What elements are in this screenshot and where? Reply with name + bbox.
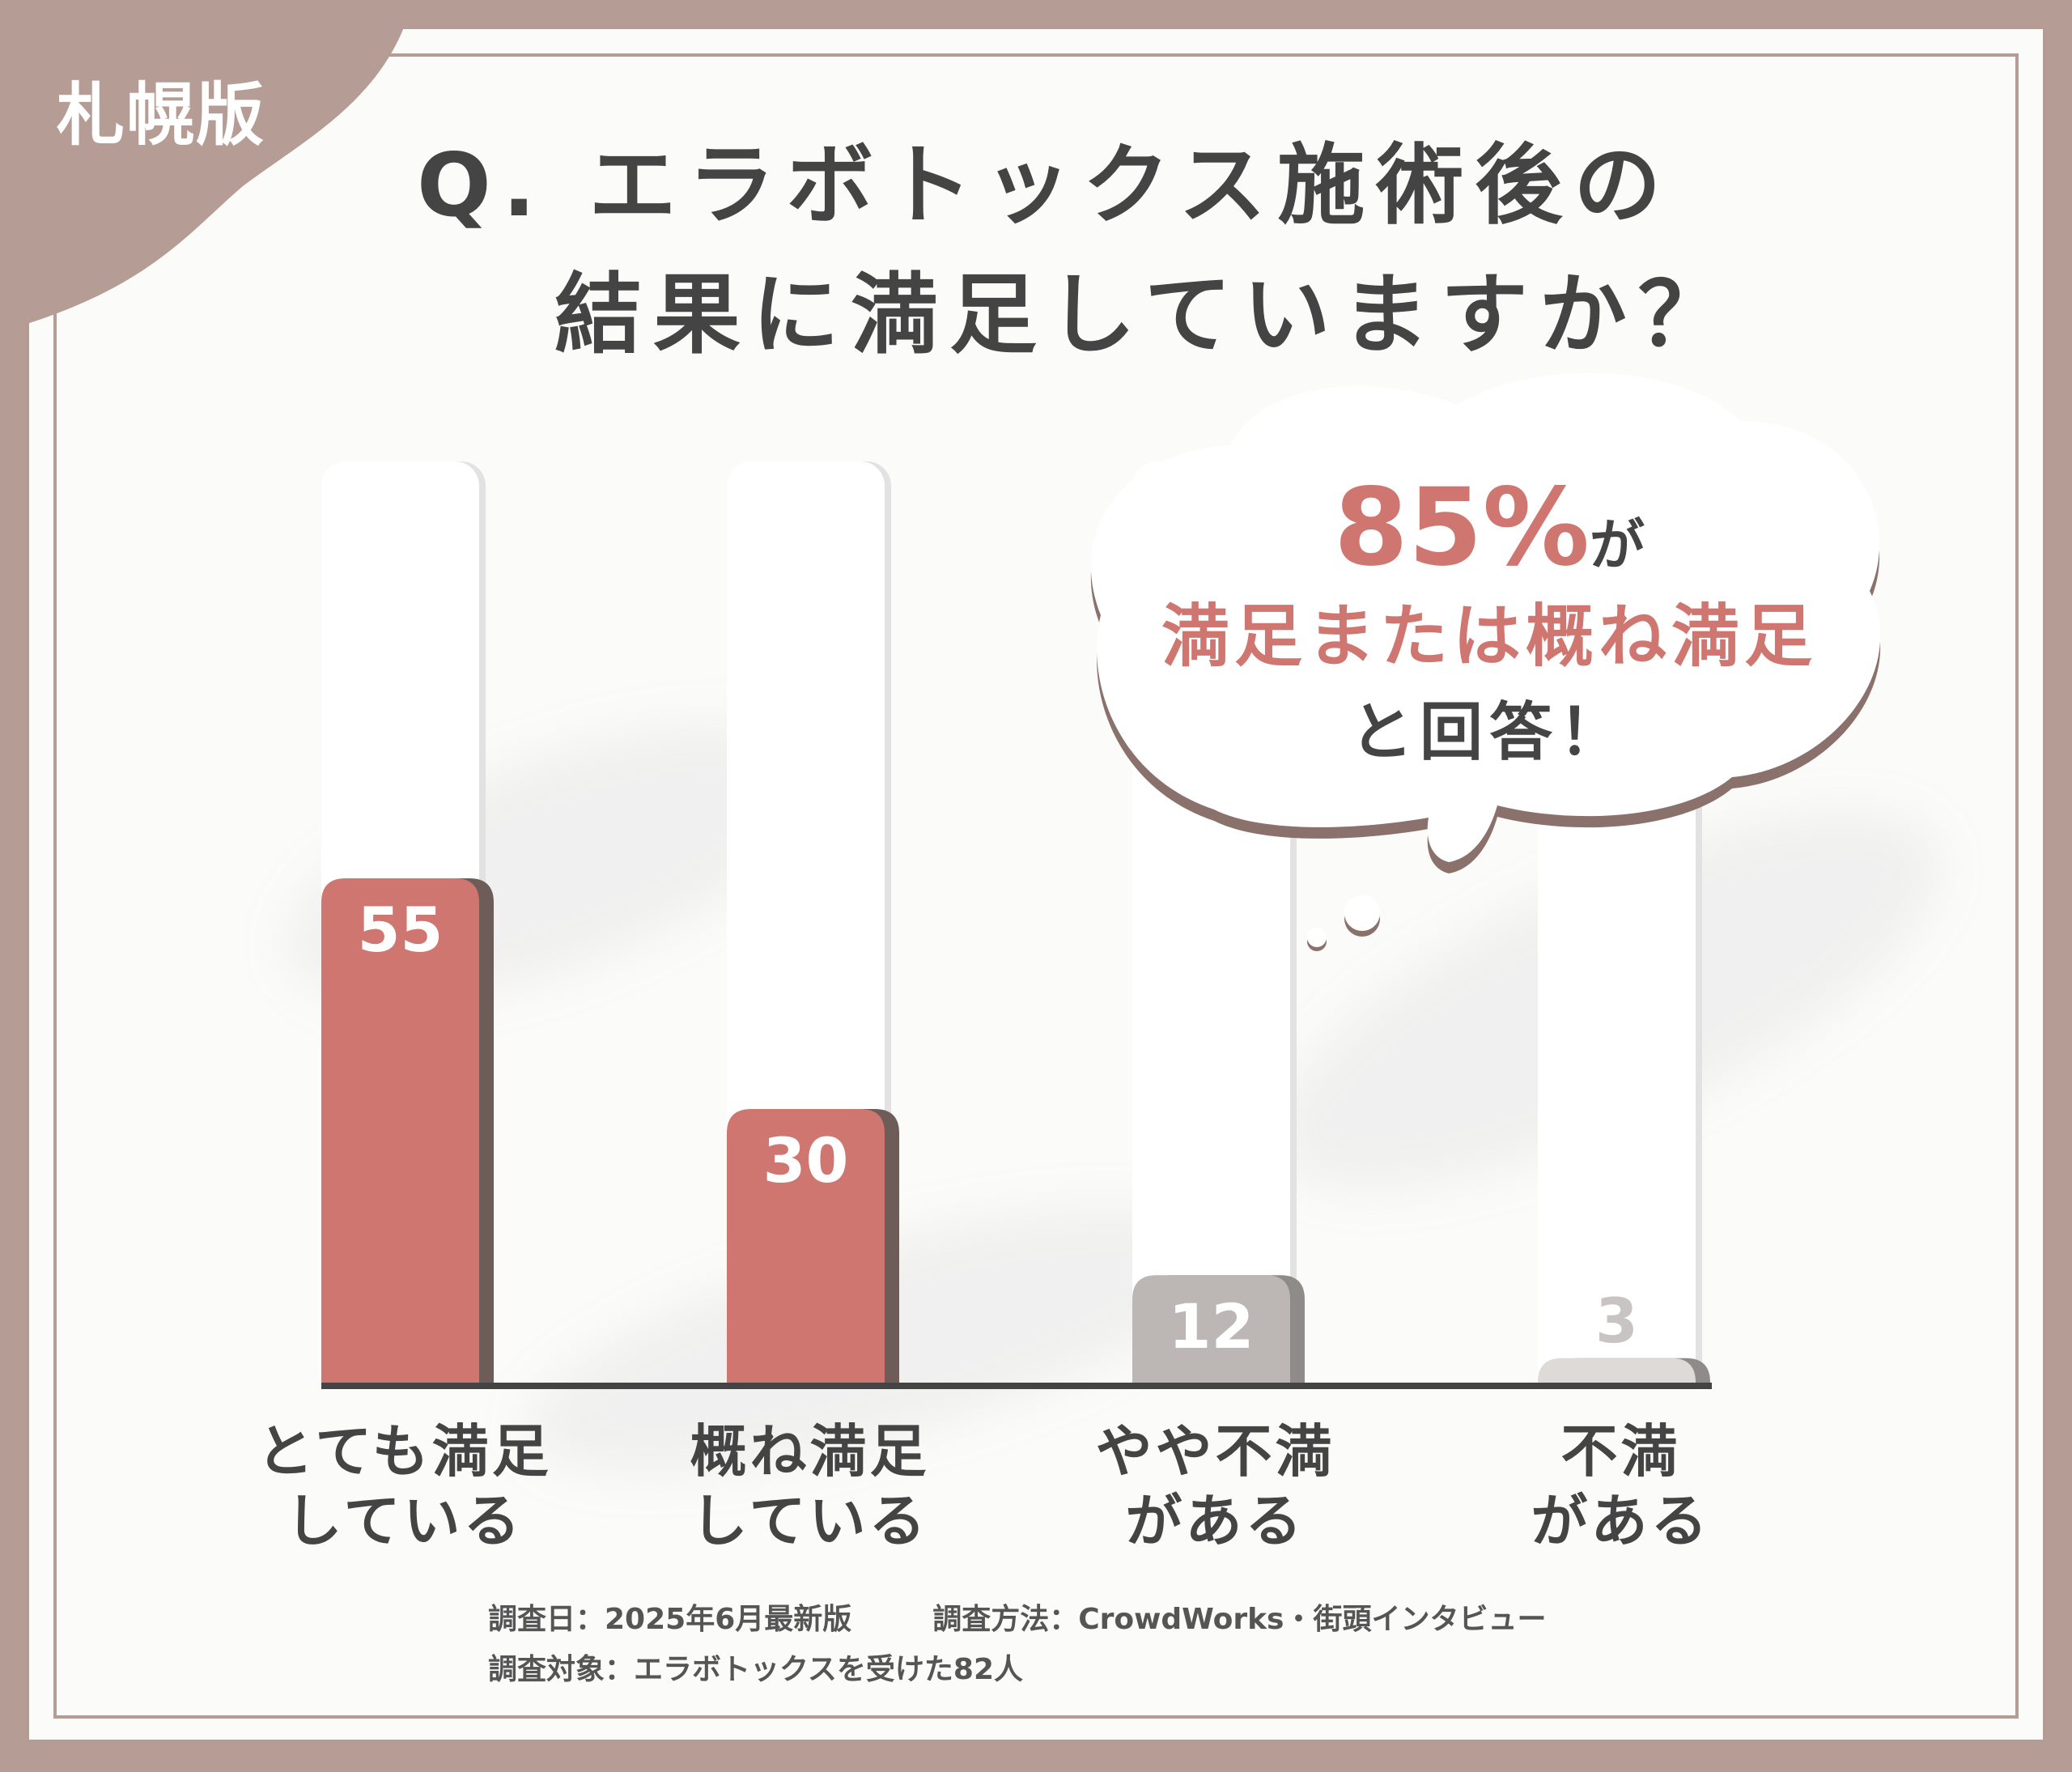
survey-date: 調査日：2025年6月最新版 <box>488 1603 852 1636</box>
callout-line-2: 満足または概ね満足 <box>1161 597 1817 676</box>
survey-target: 調査対象：エラボトックスを受けた82人 <box>488 1653 1024 1686</box>
page-title: Q. エラボトックス施術後の 結果に満足していますか？ <box>417 121 1737 380</box>
inner-border <box>53 53 2019 1719</box>
category-label: 概ね満足 している <box>690 1418 930 1554</box>
title-line-2: 結果に満足していますか？ <box>554 265 1737 366</box>
edition-corner-tab <box>0 0 413 332</box>
data-label: 55 <box>358 894 444 966</box>
survey-footer: 調査日：2025年6月最新版 調査方法：CrowdWorks・街頭インタビュー 調… <box>488 1595 1546 1695</box>
category-label: やや不満 がある <box>1095 1418 1335 1554</box>
edition-label: 札幌版 <box>57 75 266 155</box>
title-line-1: Q. エラボトックス施術後の <box>417 135 1673 236</box>
callout-line-3: と回答！ <box>1349 696 1628 769</box>
data-label: 30 <box>763 1124 849 1196</box>
bar <box>727 1109 885 1386</box>
category-label: 不満 がある <box>1531 1418 1711 1554</box>
bar <box>1538 1358 1696 1386</box>
callout-particle: が <box>1589 514 1645 578</box>
data-label: 3 <box>1595 1285 1638 1357</box>
bar <box>321 878 479 1386</box>
data-label: 12 <box>1169 1290 1255 1362</box>
callout-text: 85%が 満足または概ね満足 と回答！ <box>1093 465 1886 772</box>
bar <box>1132 1275 1290 1386</box>
survey-method: 調査方法：CrowdWorks・街頭インタビュー <box>932 1603 1547 1636</box>
callout-percent: 85% <box>1334 465 1590 590</box>
category-label: とても満足 している <box>257 1418 552 1554</box>
